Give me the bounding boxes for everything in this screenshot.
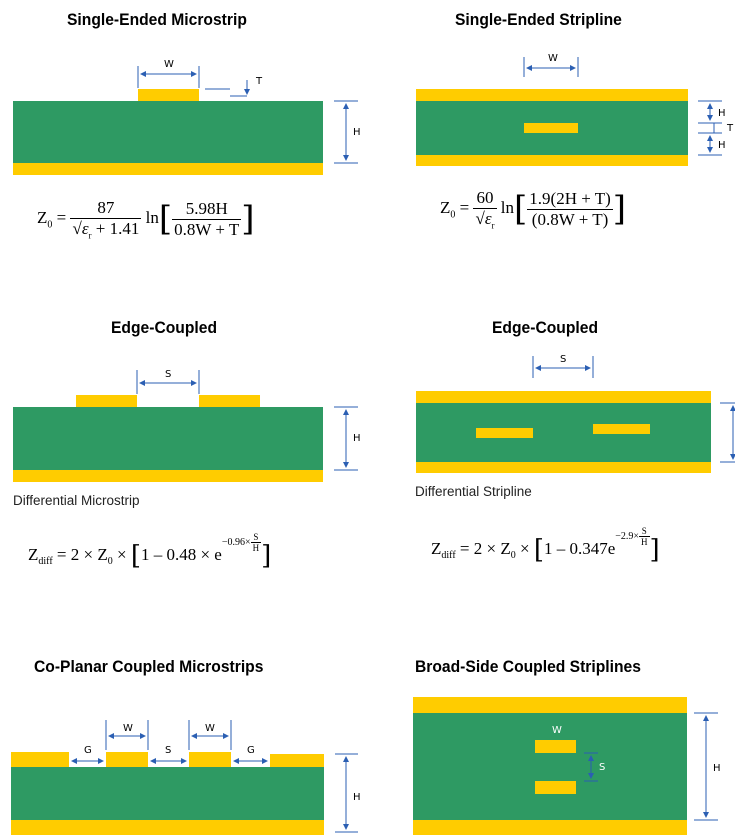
edge-micro-trace-left <box>76 395 137 407</box>
eq1-inner-fraction: 5.98H 0.8W + T <box>172 199 242 239</box>
microstrip-label-h: H <box>353 127 361 138</box>
edge-strip-diagram: S <box>416 354 735 473</box>
stripline-title: Single-Ended Stripline <box>455 10 622 29</box>
edge-strip-equation: Zdiff = 2 × Z0 × [1 – 0.347e−2.9× S H] <box>431 526 660 565</box>
microstrip-equation: Z0 = 87 √εr + 1.41 ln[ 5.98H 0.8W + T ] <box>37 198 255 240</box>
microstrip-dielectric <box>13 101 323 163</box>
edge-micro-label-s: S <box>165 369 171 380</box>
edge-strip-title: Edge-Coupled <box>492 318 599 337</box>
broadside-dielectric <box>413 713 687 820</box>
edge-micro-ground-plane <box>13 470 323 482</box>
stripline-top-plane <box>416 89 688 101</box>
edge-strip-bottom-plane <box>416 462 711 473</box>
edge-strip-subtitle: Differential Stripline <box>415 484 532 499</box>
stripline-bottom-plane <box>416 155 688 166</box>
coplanar-label-w2: W <box>205 723 215 734</box>
edge-strip-top-plane <box>416 391 711 403</box>
coplanar-label-s: S <box>165 745 171 756</box>
stripline-equation: Z0 = 60 √εr ln[ 1.9(2H + T) (0.8W + T) ] <box>440 188 627 230</box>
edge-strip-trace-right <box>593 424 650 434</box>
eq1-den: √εr + 1.41 <box>72 218 140 240</box>
coplanar-label-g2: G <box>247 745 255 756</box>
broadside-label-h: H <box>713 763 721 774</box>
eq1-ln: ln <box>145 208 159 228</box>
coplanar-ground-left <box>11 752 69 767</box>
microstrip-diagram: W T H <box>13 59 361 175</box>
eq2-inner-fraction: 1.9(2H + T) (0.8W + T) <box>527 189 613 229</box>
broadside-trace-bottom <box>535 781 576 794</box>
microstrip-trace <box>138 89 199 101</box>
coplanar-label-g1: G <box>84 745 92 756</box>
coplanar-ground-plane <box>11 820 324 835</box>
stripline-label-t: T <box>726 123 734 134</box>
edge-micro-trace-right <box>199 395 260 407</box>
broadside-top-plane <box>413 697 687 713</box>
coplanar-trace-left <box>106 752 148 767</box>
broadside-bottom-plane <box>413 820 687 835</box>
eq1-fraction: 87 √εr + 1.41 <box>70 198 142 240</box>
broadside-diagram: W S H <box>413 697 721 835</box>
edge-micro-diagram: S H <box>13 369 361 482</box>
coplanar-dielectric <box>11 767 324 820</box>
eq1-zsub: 0 <box>47 219 53 231</box>
coplanar-diagram: W W G S G H <box>11 720 361 835</box>
coplanar-title: Co-Planar Coupled Microstrips <box>34 657 264 676</box>
coplanar-label-w1: W <box>123 723 133 734</box>
edge-strip-trace-left <box>476 428 533 438</box>
edge-micro-label-h: H <box>353 433 361 444</box>
broadside-label-s: S <box>599 762 605 773</box>
microstrip-label-t: T <box>255 76 263 87</box>
edge-micro-dielectric <box>13 407 323 470</box>
edge-strip-dielectric <box>416 403 711 462</box>
edge-micro-equation: Zdiff = 2 × Z0 × [1 – 0.48 × e−0.96× S H] <box>28 532 272 571</box>
stripline-diagram: W H T H <box>416 53 734 166</box>
edge-micro-subtitle: Differential Microstrip <box>13 493 140 508</box>
microstrip-label-w: W <box>164 59 174 70</box>
microstrip-title: Single-Ended Microstrip <box>67 10 247 29</box>
edge-strip-label-s: S <box>560 354 566 365</box>
eq1-num: 87 <box>70 198 142 219</box>
coplanar-trace-right <box>189 752 231 767</box>
eq2-fraction: 60 √εr <box>473 188 497 230</box>
stripline-label-w: W <box>548 53 558 64</box>
stripline-label-h2: H <box>718 140 726 151</box>
stripline-trace <box>524 123 578 133</box>
coplanar-label-h: H <box>353 792 361 803</box>
eq2-z: Z <box>440 198 451 218</box>
microstrip-ground-plane <box>13 163 323 175</box>
broadside-label-w: W <box>552 725 562 736</box>
broadside-trace-top <box>535 740 576 753</box>
broadside-title: Broad-Side Coupled Striplines <box>415 657 641 676</box>
stripline-label-h1: H <box>718 108 726 119</box>
coplanar-ground-right <box>270 754 324 767</box>
edge-micro-title: Edge-Coupled <box>111 318 218 337</box>
eq1-z: Z <box>37 208 48 228</box>
